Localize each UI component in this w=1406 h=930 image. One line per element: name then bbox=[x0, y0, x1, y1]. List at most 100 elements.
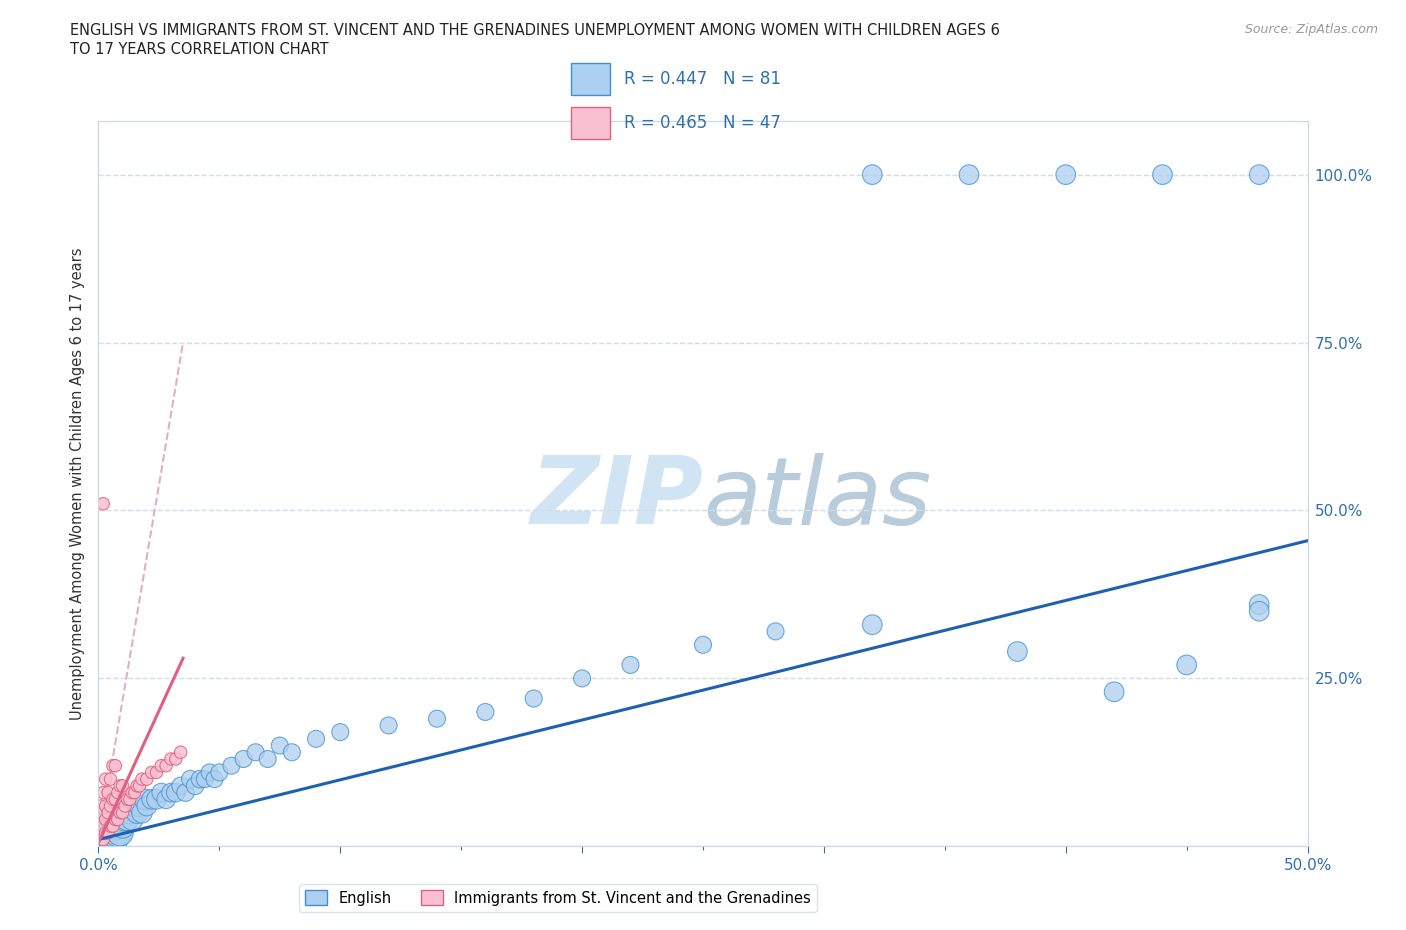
Point bbox=[94, 826, 117, 841]
Point bbox=[90, 832, 112, 847]
Point bbox=[91, 832, 114, 847]
Text: R = 0.447   N = 81: R = 0.447 N = 81 bbox=[624, 70, 782, 87]
Text: Source: ZipAtlas.com: Source: ZipAtlas.com bbox=[1244, 23, 1378, 36]
Point bbox=[134, 791, 156, 806]
Text: R = 0.465   N = 47: R = 0.465 N = 47 bbox=[624, 114, 782, 132]
Point bbox=[104, 758, 127, 773]
Point bbox=[117, 812, 139, 827]
Point bbox=[91, 818, 114, 833]
Point bbox=[90, 826, 112, 841]
Point bbox=[90, 799, 112, 814]
Point bbox=[523, 691, 546, 706]
Point bbox=[124, 785, 146, 800]
Point bbox=[94, 812, 117, 827]
Point bbox=[101, 812, 124, 827]
Point bbox=[104, 818, 127, 833]
Point bbox=[100, 812, 122, 827]
Point bbox=[101, 791, 124, 806]
Point bbox=[97, 785, 120, 800]
Point bbox=[97, 805, 120, 820]
Point bbox=[1249, 167, 1271, 182]
Point bbox=[91, 812, 114, 827]
Point bbox=[269, 738, 291, 753]
Point bbox=[128, 799, 150, 814]
Point bbox=[101, 826, 124, 841]
Point bbox=[131, 772, 153, 787]
Point bbox=[131, 805, 153, 820]
Point bbox=[104, 826, 127, 841]
Point bbox=[94, 799, 117, 814]
Point bbox=[94, 818, 117, 833]
Point bbox=[377, 718, 399, 733]
Point bbox=[104, 812, 127, 827]
Point bbox=[141, 791, 163, 806]
Point bbox=[169, 745, 191, 760]
Point bbox=[108, 778, 131, 793]
Point bbox=[104, 791, 127, 806]
Point bbox=[111, 805, 134, 820]
Point bbox=[860, 618, 883, 632]
Text: atlas: atlas bbox=[703, 453, 931, 544]
Point bbox=[104, 812, 127, 827]
Point bbox=[101, 758, 124, 773]
Point bbox=[155, 758, 177, 773]
Point bbox=[165, 785, 187, 800]
Point bbox=[100, 826, 122, 841]
Text: TO 17 YEARS CORRELATION CHART: TO 17 YEARS CORRELATION CHART bbox=[70, 42, 329, 57]
Point bbox=[94, 812, 117, 827]
Point bbox=[107, 785, 129, 800]
Y-axis label: Unemployment Among Women with Children Ages 6 to 17 years: Unemployment Among Women with Children A… bbox=[70, 247, 86, 720]
Point bbox=[1152, 167, 1174, 182]
Point bbox=[100, 832, 122, 847]
Point bbox=[121, 812, 143, 827]
Point bbox=[100, 772, 122, 787]
Point bbox=[179, 772, 201, 787]
Point bbox=[281, 745, 304, 760]
Point bbox=[145, 791, 167, 806]
Point bbox=[97, 832, 120, 847]
Point bbox=[124, 799, 146, 814]
Point bbox=[117, 791, 139, 806]
Point bbox=[100, 818, 122, 833]
Point bbox=[1007, 644, 1029, 659]
Point bbox=[1249, 604, 1271, 618]
Point bbox=[1249, 597, 1271, 612]
Text: ENGLISH VS IMMIGRANTS FROM ST. VINCENT AND THE GRENADINES UNEMPLOYMENT AMONG WOM: ENGLISH VS IMMIGRANTS FROM ST. VINCENT A… bbox=[70, 23, 1000, 38]
FancyBboxPatch shape bbox=[571, 63, 610, 95]
Point bbox=[1054, 167, 1077, 182]
Point bbox=[150, 758, 173, 773]
Point bbox=[165, 751, 187, 766]
FancyBboxPatch shape bbox=[571, 107, 610, 139]
Point bbox=[107, 812, 129, 827]
Point bbox=[107, 805, 129, 820]
Point bbox=[474, 705, 496, 720]
Point bbox=[97, 826, 120, 841]
Point bbox=[107, 826, 129, 841]
Point bbox=[256, 751, 278, 766]
Point bbox=[135, 799, 157, 814]
Point bbox=[135, 772, 157, 787]
Point bbox=[145, 765, 167, 780]
Point bbox=[174, 785, 197, 800]
Point bbox=[198, 765, 221, 780]
Legend: English, Immigrants from St. Vincent and the Grenadines: English, Immigrants from St. Vincent and… bbox=[299, 884, 817, 911]
Point bbox=[111, 778, 134, 793]
Point bbox=[184, 778, 207, 793]
Point bbox=[90, 832, 112, 847]
Text: ZIP: ZIP bbox=[530, 452, 703, 544]
Point bbox=[329, 724, 352, 739]
Point bbox=[619, 658, 641, 672]
Point bbox=[160, 785, 183, 800]
Point bbox=[111, 805, 134, 820]
Point bbox=[121, 785, 143, 800]
Point bbox=[101, 818, 124, 833]
Point bbox=[194, 772, 217, 787]
Point bbox=[957, 167, 980, 182]
Point bbox=[155, 791, 177, 806]
Point bbox=[114, 812, 136, 827]
Point bbox=[232, 751, 254, 766]
Point bbox=[101, 818, 124, 833]
Point bbox=[108, 826, 131, 841]
Point bbox=[97, 826, 120, 841]
Point bbox=[127, 778, 149, 793]
